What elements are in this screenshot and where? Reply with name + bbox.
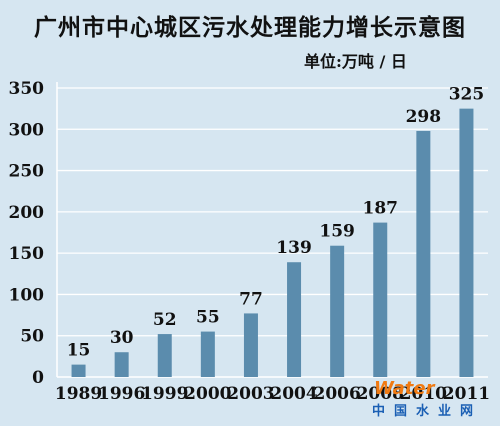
- value-label: 77: [239, 289, 263, 309]
- bar: [114, 352, 129, 377]
- bars: [71, 108, 474, 378]
- value-label: 159: [319, 222, 355, 242]
- x-tick-label: 2003: [227, 384, 274, 404]
- bar: [287, 262, 302, 377]
- y-tick-labels: 0 50 100 150 200 250 300 350: [9, 79, 45, 388]
- bar: [243, 313, 258, 377]
- y-tick-label: 150: [9, 244, 45, 264]
- y-tick-label: 300: [9, 120, 45, 140]
- value-label: 30: [110, 328, 134, 348]
- value-label: 187: [363, 199, 399, 219]
- y-tick-label: 250: [9, 162, 45, 182]
- x-tick-label: 1989: [55, 384, 102, 404]
- value-label: 15: [67, 341, 91, 361]
- bar: [416, 130, 431, 377]
- x-tick-label: 2000: [184, 384, 231, 404]
- chart-title: 广州市中心城区污水处理能力增长示意图: [34, 15, 466, 41]
- y-tick-label: 200: [9, 203, 45, 223]
- x-tick-label: 1996: [98, 384, 145, 404]
- unit-label: 单位:万吨 / 日: [304, 52, 407, 71]
- x-tick-label: 2008: [357, 384, 404, 404]
- y-tick-label: 350: [9, 79, 45, 99]
- value-labels: 15 30 52 55 77 139 159 187 298 325: [67, 85, 484, 361]
- bar: [200, 331, 215, 377]
- x-tick-label: 2004: [270, 384, 317, 404]
- y-tick-label: 50: [20, 327, 44, 347]
- watermark-site: 中国水业网: [372, 404, 483, 419]
- value-label: 55: [196, 308, 220, 328]
- x-tick-label: 2010: [400, 384, 447, 404]
- value-label: 139: [276, 238, 312, 258]
- value-label: 52: [153, 310, 177, 330]
- axis: [56, 82, 488, 378]
- value-label: 298: [406, 107, 442, 127]
- bar: [71, 364, 86, 377]
- watermark-logo: Water 中国水业网: [372, 376, 500, 426]
- bar: [330, 245, 345, 377]
- x-tick-label: 2011: [443, 384, 490, 404]
- bar: [157, 334, 172, 377]
- y-tick-label: 0: [32, 368, 44, 388]
- bar: [459, 108, 474, 378]
- bar: [373, 222, 388, 377]
- x-tick-label: 2006: [313, 384, 360, 404]
- watermark-word: Water: [374, 378, 435, 399]
- x-tick-label: 1999: [141, 384, 188, 404]
- y-tick-label: 100: [9, 285, 45, 305]
- value-label: 325: [449, 85, 485, 105]
- grid-lines: [57, 87, 488, 337]
